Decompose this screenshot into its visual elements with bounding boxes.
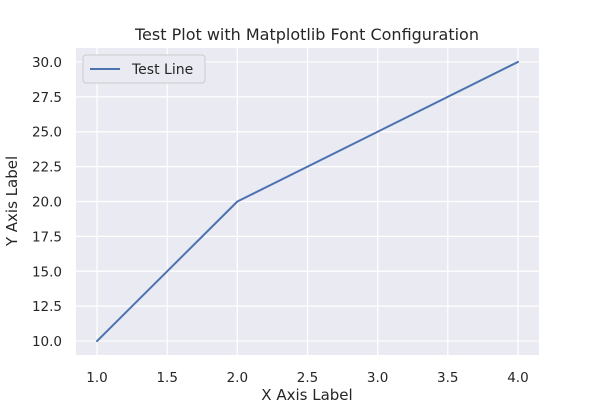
- y-tick-label: 25.0: [32, 125, 62, 141]
- x-tick-labels: 1.0 1.5 2.0 2.5 3.0 3.5 4.0: [86, 370, 528, 386]
- y-tick-label: 10.0: [32, 334, 62, 350]
- legend: Test Line: [82, 54, 206, 84]
- y-tick-label: 12.5: [32, 299, 62, 315]
- series-line-0: [96, 60, 519, 343]
- y-tick-label: 20.0: [32, 195, 62, 211]
- y-tick-label: 30.0: [32, 55, 62, 71]
- x-tick-label: 2.5: [297, 370, 318, 386]
- x-axis-label: X Axis Label: [261, 386, 352, 400]
- y-tick-labels: 10.0 12.5 15.0 17.5 20.0 22.5 25.0 27.5 30.0: [32, 55, 62, 350]
- legend-box: [82, 54, 206, 84]
- chart-title: Test Plot with Matplotlib Font Configura…: [134, 25, 479, 44]
- x-tick-label: 2.0: [227, 370, 248, 386]
- y-axis-label: Y Axis Label: [3, 156, 21, 247]
- y-tick-label: 17.5: [32, 229, 62, 245]
- x-tick-label: 4.0: [507, 370, 528, 386]
- y-tick-label: 22.5: [32, 160, 62, 176]
- x-tick-label: 3.5: [437, 370, 458, 386]
- x-tick-label: 1.0: [86, 370, 107, 386]
- y-tick-label: 27.5: [32, 90, 62, 106]
- legend-label: Test Line: [131, 62, 193, 78]
- x-tick-label: 3.0: [367, 370, 388, 386]
- x-tick-label: 1.5: [156, 370, 177, 386]
- y-tick-label: 15.0: [32, 264, 62, 280]
- series-layer: [96, 60, 519, 343]
- grid-lines: [76, 48, 539, 355]
